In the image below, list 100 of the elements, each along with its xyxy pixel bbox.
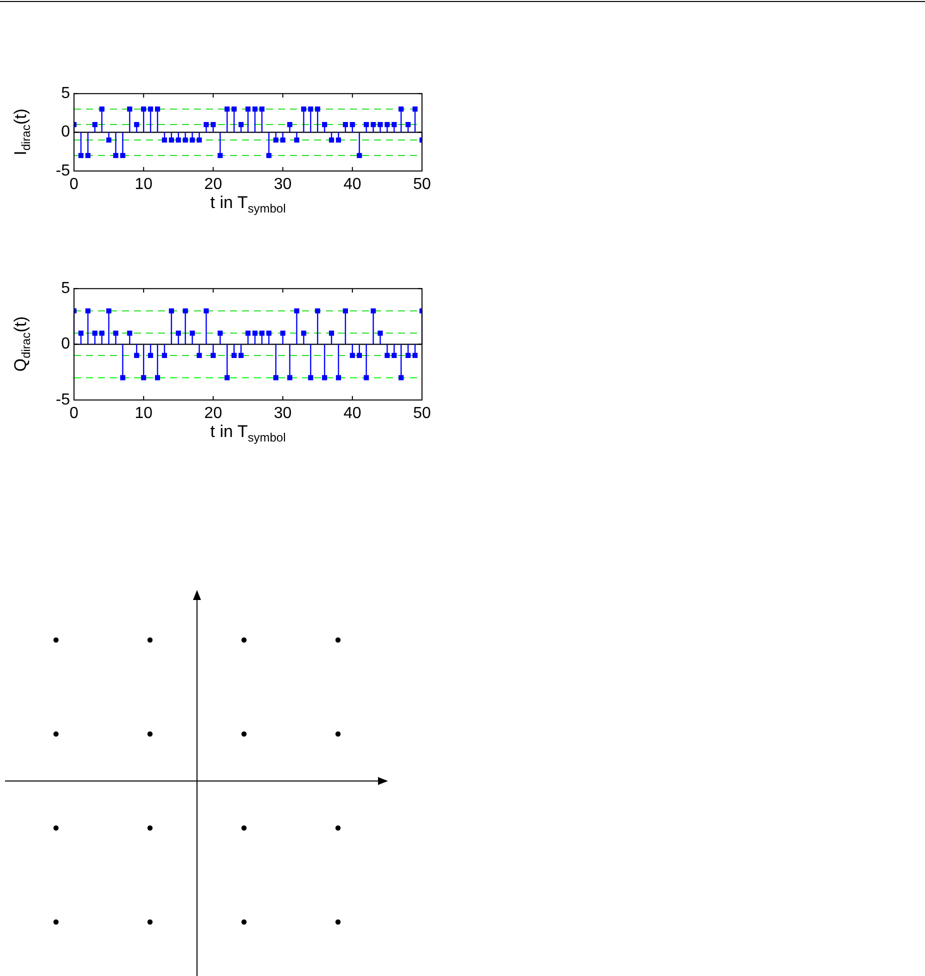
point [356,152,362,158]
x-tick-label: 30 [274,176,292,194]
point [168,137,174,143]
point [384,122,390,128]
point [266,330,272,336]
point [336,375,342,380]
x-tick-label: 30 [274,405,292,422]
point [301,106,306,112]
point [252,330,258,336]
y-tick-label: -5 [56,391,70,408]
point [232,352,237,358]
point [154,106,160,112]
point [78,152,84,158]
point [364,122,369,128]
point [350,352,355,358]
point [78,330,84,336]
point [204,308,209,314]
point [328,137,334,143]
point [162,352,168,358]
point [342,122,348,128]
y-tick-label: 5 [61,280,70,298]
point [350,122,355,128]
point [120,375,126,380]
point [127,106,132,112]
point [113,152,118,158]
point [106,137,112,143]
point [252,106,258,112]
point [154,375,160,380]
point [392,352,397,358]
point [398,106,404,112]
point [141,106,146,112]
point [280,330,286,336]
point [294,137,300,143]
x-axis-title: t in T$_{symbol}$ [210,193,286,216]
x-tick-label: 20 [204,405,222,422]
point [176,330,181,336]
x-tick-label: 40 [344,176,362,194]
point [85,308,90,314]
point [392,122,397,128]
point [378,330,383,336]
point [232,106,237,112]
point [224,375,230,380]
point [378,122,383,128]
point [190,330,195,336]
point [245,106,251,112]
point [85,152,90,158]
point [280,137,286,143]
point [406,122,411,128]
x-tick-label: 40 [344,405,362,422]
x-tick-label: 50 [413,405,431,422]
point [224,106,230,112]
point [336,137,342,143]
point [210,122,216,128]
point [384,352,390,358]
point [315,106,320,112]
point [238,122,244,128]
point [287,375,292,380]
point [308,375,314,380]
point [196,137,202,143]
point [168,308,174,314]
point [162,137,168,143]
point [356,352,362,358]
point [218,330,223,336]
x-tick-label: 50 [413,176,431,194]
point [412,106,418,112]
point [287,122,292,128]
point [113,330,118,336]
y-tick-label: 0 [61,124,70,141]
point [190,137,195,143]
x-axis-title: t in T$_{symbol}$ [210,422,286,444]
point [273,137,278,143]
point [245,330,251,336]
point [294,308,300,314]
point [259,330,264,336]
point [182,308,188,314]
point [134,352,140,358]
point [398,375,404,380]
point [301,330,306,336]
point [322,122,328,128]
point [322,375,328,380]
point [315,308,320,314]
x-tick-label: 20 [204,176,222,194]
point [342,308,348,314]
point [328,330,334,336]
point [127,330,132,336]
point [364,375,369,380]
point [196,352,202,358]
point [238,352,244,358]
point [141,375,146,380]
y-tick-label: -5 [56,162,70,180]
point [210,352,216,358]
point [176,137,181,143]
point [148,352,154,358]
y-tick-label: 0 [61,336,70,353]
point [204,122,209,128]
point [259,106,264,112]
point [148,106,154,112]
point [92,122,98,128]
point [182,137,188,143]
point [370,308,376,314]
